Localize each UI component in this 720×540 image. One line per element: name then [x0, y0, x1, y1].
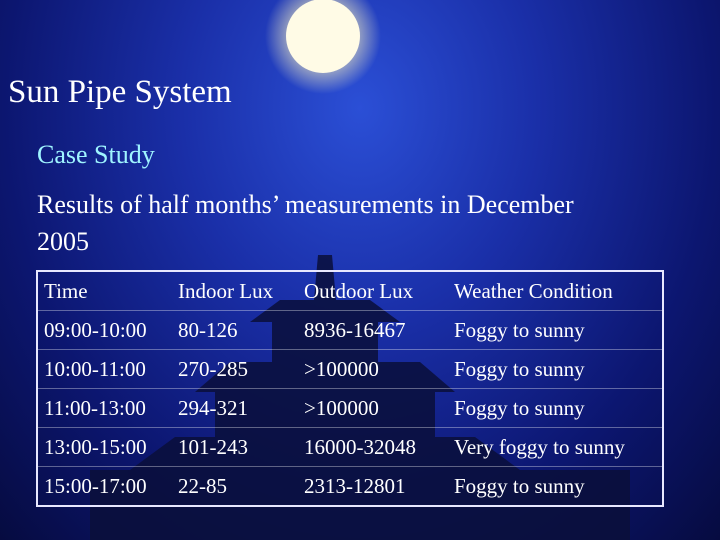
- table-cell: 11:00-13:00: [37, 388, 172, 428]
- table-cell: Foggy to sunny: [448, 388, 663, 428]
- body-text: Results of half months’ measurements in …: [37, 190, 574, 256]
- slide-title: Sun Pipe System: [8, 74, 232, 110]
- subtitle: Case Study: [37, 140, 155, 169]
- table-cell: 13:00-15:00: [37, 427, 172, 467]
- table-row: 13:00-15:00 101-243 16000-32048 Very foggy …: [37, 427, 663, 467]
- table-cell: 09:00-10:00: [37, 310, 172, 350]
- table-row: 15:00-17:00 22-85 2313-12801 Foggy to sunny: [37, 466, 663, 507]
- table-row: 10:00-11:00 270-285 >100000 Foggy to sunny: [37, 349, 663, 389]
- header-cell: Outdoor Lux: [298, 271, 448, 311]
- table-cell: 10:00-11:00: [37, 349, 172, 389]
- table-row: 09:00-10:00 80-126 8936-16467 Foggy to sunn…: [37, 310, 663, 350]
- table-cell: 8936-16467: [298, 310, 448, 350]
- table-cell: 15:00-17:00: [37, 466, 172, 507]
- table-row: 11:00-13:00 294-321 >100000 Foggy to sunny: [37, 388, 663, 428]
- table-cell: >100000: [298, 388, 448, 428]
- table-cell: Foggy to sunny: [448, 466, 663, 507]
- table-cell: 16000-32048: [298, 427, 448, 467]
- table-cell: 294-321: [172, 388, 298, 428]
- table-cell: Foggy to sunny: [448, 349, 663, 389]
- table-cell: 2313-12801: [298, 466, 448, 507]
- table-cell: Foggy to sunny: [448, 310, 663, 350]
- table-cell: 80-126: [172, 310, 298, 350]
- table-cell: 270-285: [172, 349, 298, 389]
- moon: [286, 0, 360, 73]
- table-cell: Very foggy to sunny: [448, 427, 663, 467]
- table-cell: 22-85: [172, 466, 298, 507]
- table-cell: 101-243: [172, 427, 298, 467]
- header-cell: Weather Condition: [448, 271, 663, 311]
- header-cell: Time: [37, 271, 172, 311]
- table-cell: >100000: [298, 349, 448, 389]
- results-table: Time Indoor Lux Outdoor Lux Weather Conditi…: [36, 270, 664, 507]
- header-cell: Indoor Lux: [172, 271, 298, 311]
- table-header-row: Time Indoor Lux Outdoor Lux Weather Conditi…: [37, 271, 663, 311]
